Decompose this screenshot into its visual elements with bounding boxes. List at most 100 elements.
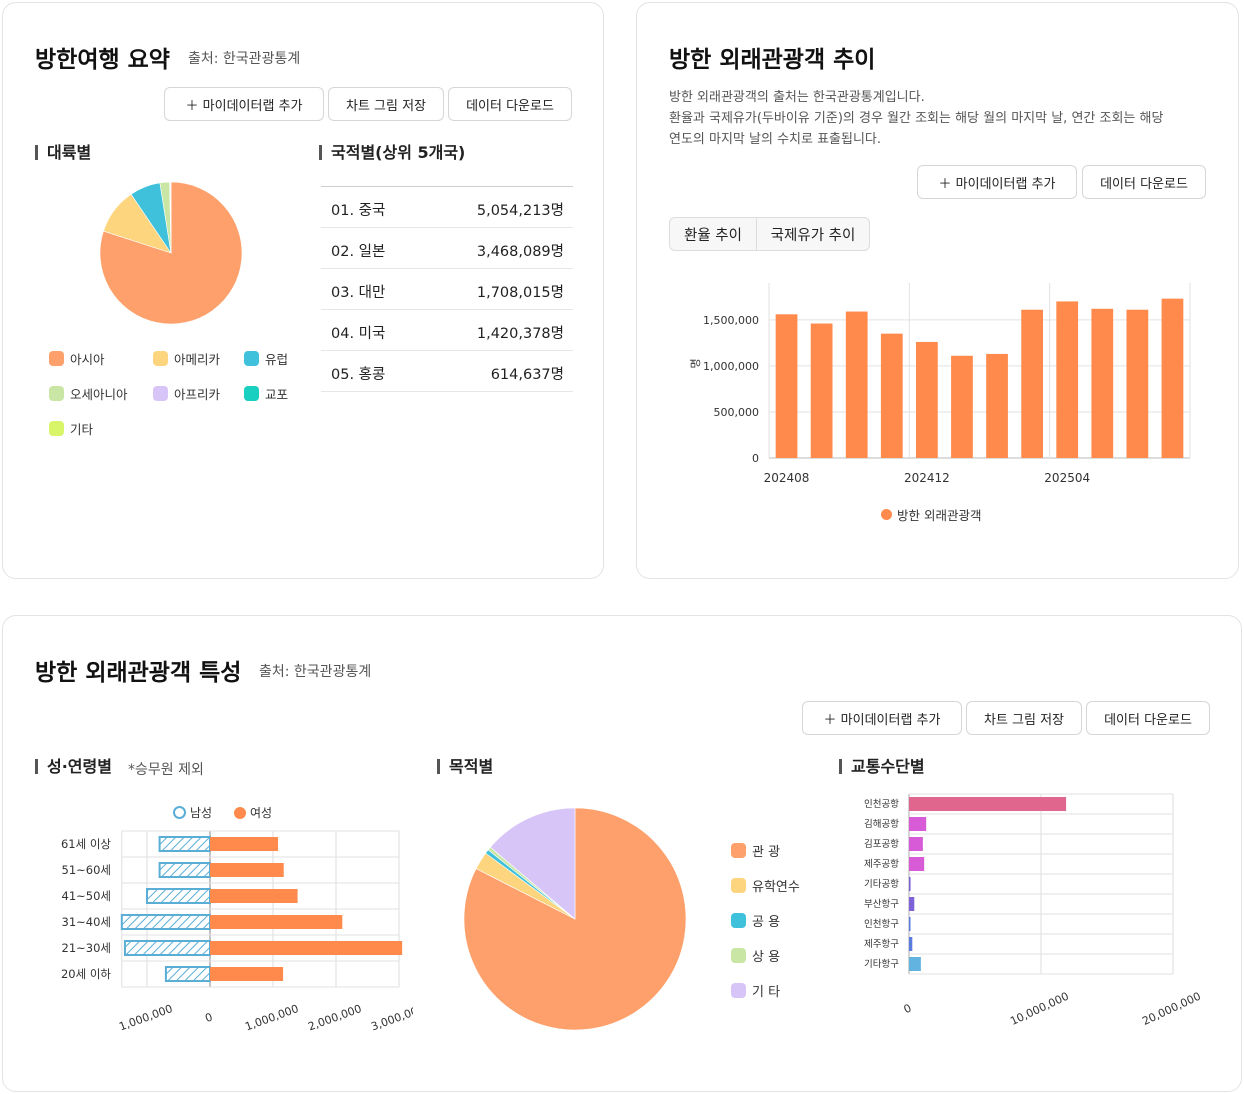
trend-description: 방한 외래관광객의 출처는 한국관광통계입니다. 환율과 국제유가(두바이유 기…: [669, 87, 1163, 150]
continent-legend-item: 기타: [49, 419, 93, 438]
y-tick-label: 20세 이하: [61, 967, 111, 981]
add-mydatalab-button[interactable]: ＋ 마이데이터랩 추가: [164, 87, 324, 121]
add-mydatalab-button[interactable]: ＋ 마이데이터랩 추가: [917, 165, 1077, 199]
add-mydatalab-button[interactable]: ＋ 마이데이터랩 추가: [802, 701, 962, 735]
tab-exchange-rate[interactable]: 환율 추이: [669, 217, 757, 251]
y-tick-label: 인천항구: [864, 919, 899, 930]
save-chart-button[interactable]: 차트 그림 저장: [966, 701, 1082, 735]
female-bar: [210, 967, 284, 981]
trend-desc-line: 연도의 마지막 날의 수치로 표출됩니다.: [669, 132, 882, 147]
trend-bar: [986, 353, 1008, 458]
trend-bar: [775, 314, 798, 458]
legend-label: 유럽: [265, 352, 289, 367]
legend-label: 기타: [70, 422, 94, 437]
nation-value: 1,708,015명: [476, 285, 564, 301]
legend-label: 공 용: [752, 915, 781, 930]
x-tick-label: 1,000,000: [243, 1002, 300, 1033]
nation-table-top-border: [321, 186, 573, 187]
legend-swatch: [731, 878, 746, 893]
transport-bar: [909, 897, 915, 911]
continent-legend-item: 아프리카: [153, 384, 220, 403]
nation-row: 02. 일본 3,468,089명: [321, 228, 573, 269]
nation-rank: 05. 홍콩: [331, 367, 386, 383]
gender-legend-item: 여성: [234, 804, 272, 821]
female-bar: [210, 863, 284, 877]
nation-value: 1,420,378명: [476, 326, 564, 342]
nation-rank: 04. 미국: [331, 326, 386, 342]
y-tick-label: 61세 이상: [61, 837, 111, 851]
trend-card: 방한 외래관광객 추이 방한 외래관광객의 출처는 한국관광통계입니다. 환율과…: [636, 2, 1239, 579]
trend-desc-line: 방한 외래관광객의 출처는 한국관광통계입니다.: [669, 90, 925, 105]
nation-rank: 02. 일본: [331, 244, 386, 260]
traits-card: 방한 외래관광객 특성 출처: 한국관광통계 ＋ 마이데이터랩 추가 차트 그림…: [2, 615, 1242, 1092]
legend-label: 교포: [265, 387, 289, 402]
legend-label: 유학연수: [752, 880, 800, 895]
y-tick-label: 51~60세: [62, 863, 111, 877]
purpose-section-title: 목적별: [437, 759, 493, 775]
summary-title: 방한여행 요약: [35, 47, 170, 73]
legend-label: 남성: [190, 806, 213, 820]
trend-bar: [880, 333, 903, 458]
continent-section-title: 대륙별: [35, 145, 91, 161]
y-axis-label: 명: [689, 358, 702, 368]
purpose-pie-slice-4: [489, 807, 576, 920]
y-tick-label: 31~40세: [62, 915, 111, 929]
legend-swatch: [153, 351, 168, 366]
download-data-button[interactable]: 데이터 다운로드: [1082, 165, 1206, 199]
x-tick-label: 1,000,000: [117, 1002, 174, 1033]
legend-swatch: [731, 843, 746, 858]
male-bar: [158, 862, 212, 878]
y-tick-label: 500,000: [714, 406, 760, 419]
transport-bar: [909, 857, 925, 871]
transport-bar: [909, 957, 921, 971]
purpose-legend-item: 상 용: [731, 946, 780, 965]
y-tick-label: 김해공항: [864, 818, 899, 830]
x-tick-label: 202504: [1044, 471, 1090, 485]
legend-swatch: [731, 983, 746, 998]
x-tick-label: 10,000,000: [1008, 990, 1071, 1028]
male-bar: [120, 914, 211, 930]
nation-value: 5,054,213명: [476, 203, 564, 219]
legend-marker: [234, 806, 246, 819]
purpose-legend-item: 공 용: [731, 911, 780, 930]
tab-oil-price[interactable]: 국제유가 추이: [756, 217, 870, 251]
transport-bar: [909, 917, 911, 931]
download-data-button[interactable]: 데이터 다운로드: [1086, 701, 1210, 735]
x-tick-label: 202408: [764, 471, 810, 485]
trend-bar: [915, 341, 938, 458]
nation-section-title: 국적별(상위 5개국): [319, 145, 465, 161]
legend-swatch: [731, 948, 746, 963]
continent-legend-item: 아메리카: [153, 349, 220, 368]
continent-legend-item: 교포: [244, 384, 288, 403]
trend-bar: [810, 323, 833, 458]
legend-swatch: [731, 913, 746, 928]
male-bar: [146, 888, 211, 904]
y-tick-label: 21~30세: [62, 941, 111, 955]
y-tick-label: 기타항구: [864, 959, 899, 970]
legend-label: 오세아니아: [70, 387, 128, 402]
legend-swatch: [49, 421, 64, 436]
y-tick-label: 인천공항: [864, 799, 899, 810]
purpose-legend-item: 기 타: [731, 981, 780, 1000]
gender-age-bar-chart: 61세 이상 51~60세 41~50세 31~40세 21~30세 20세 이하 1,00…: [61, 830, 413, 1033]
download-data-button[interactable]: 데이터 다운로드: [448, 87, 572, 121]
continent-legend-item: 아시아: [49, 349, 105, 368]
trend-legend: 방한 외래관광객: [881, 505, 981, 524]
y-tick-label: 0: [752, 452, 759, 465]
female-bar: [210, 889, 298, 903]
traits-source: 출처: 한국관광통계: [259, 664, 372, 680]
continent-pie-chart: [99, 181, 243, 325]
nation-rank: 03. 대만: [331, 285, 386, 301]
legend-swatch: [244, 386, 259, 401]
save-chart-button[interactable]: 차트 그림 저장: [328, 87, 444, 121]
summary-source: 출처: 한국관광통계: [188, 51, 301, 67]
transport-bar: [909, 837, 923, 851]
nation-row: 05. 홍콩 614,637명: [321, 351, 573, 392]
female-bar: [210, 837, 279, 851]
trend-title: 방한 외래관광객 추이: [669, 47, 876, 73]
visitor-trend-bar-chart: 0 500,000 1,000,000 1,500,000 202408 202412 20…: [689, 283, 1191, 485]
transport-bar: [909, 937, 913, 951]
legend-label: 아프리카: [174, 387, 221, 402]
y-tick-label: 부산항구: [864, 899, 899, 910]
legend-label: 상 용: [752, 950, 781, 965]
